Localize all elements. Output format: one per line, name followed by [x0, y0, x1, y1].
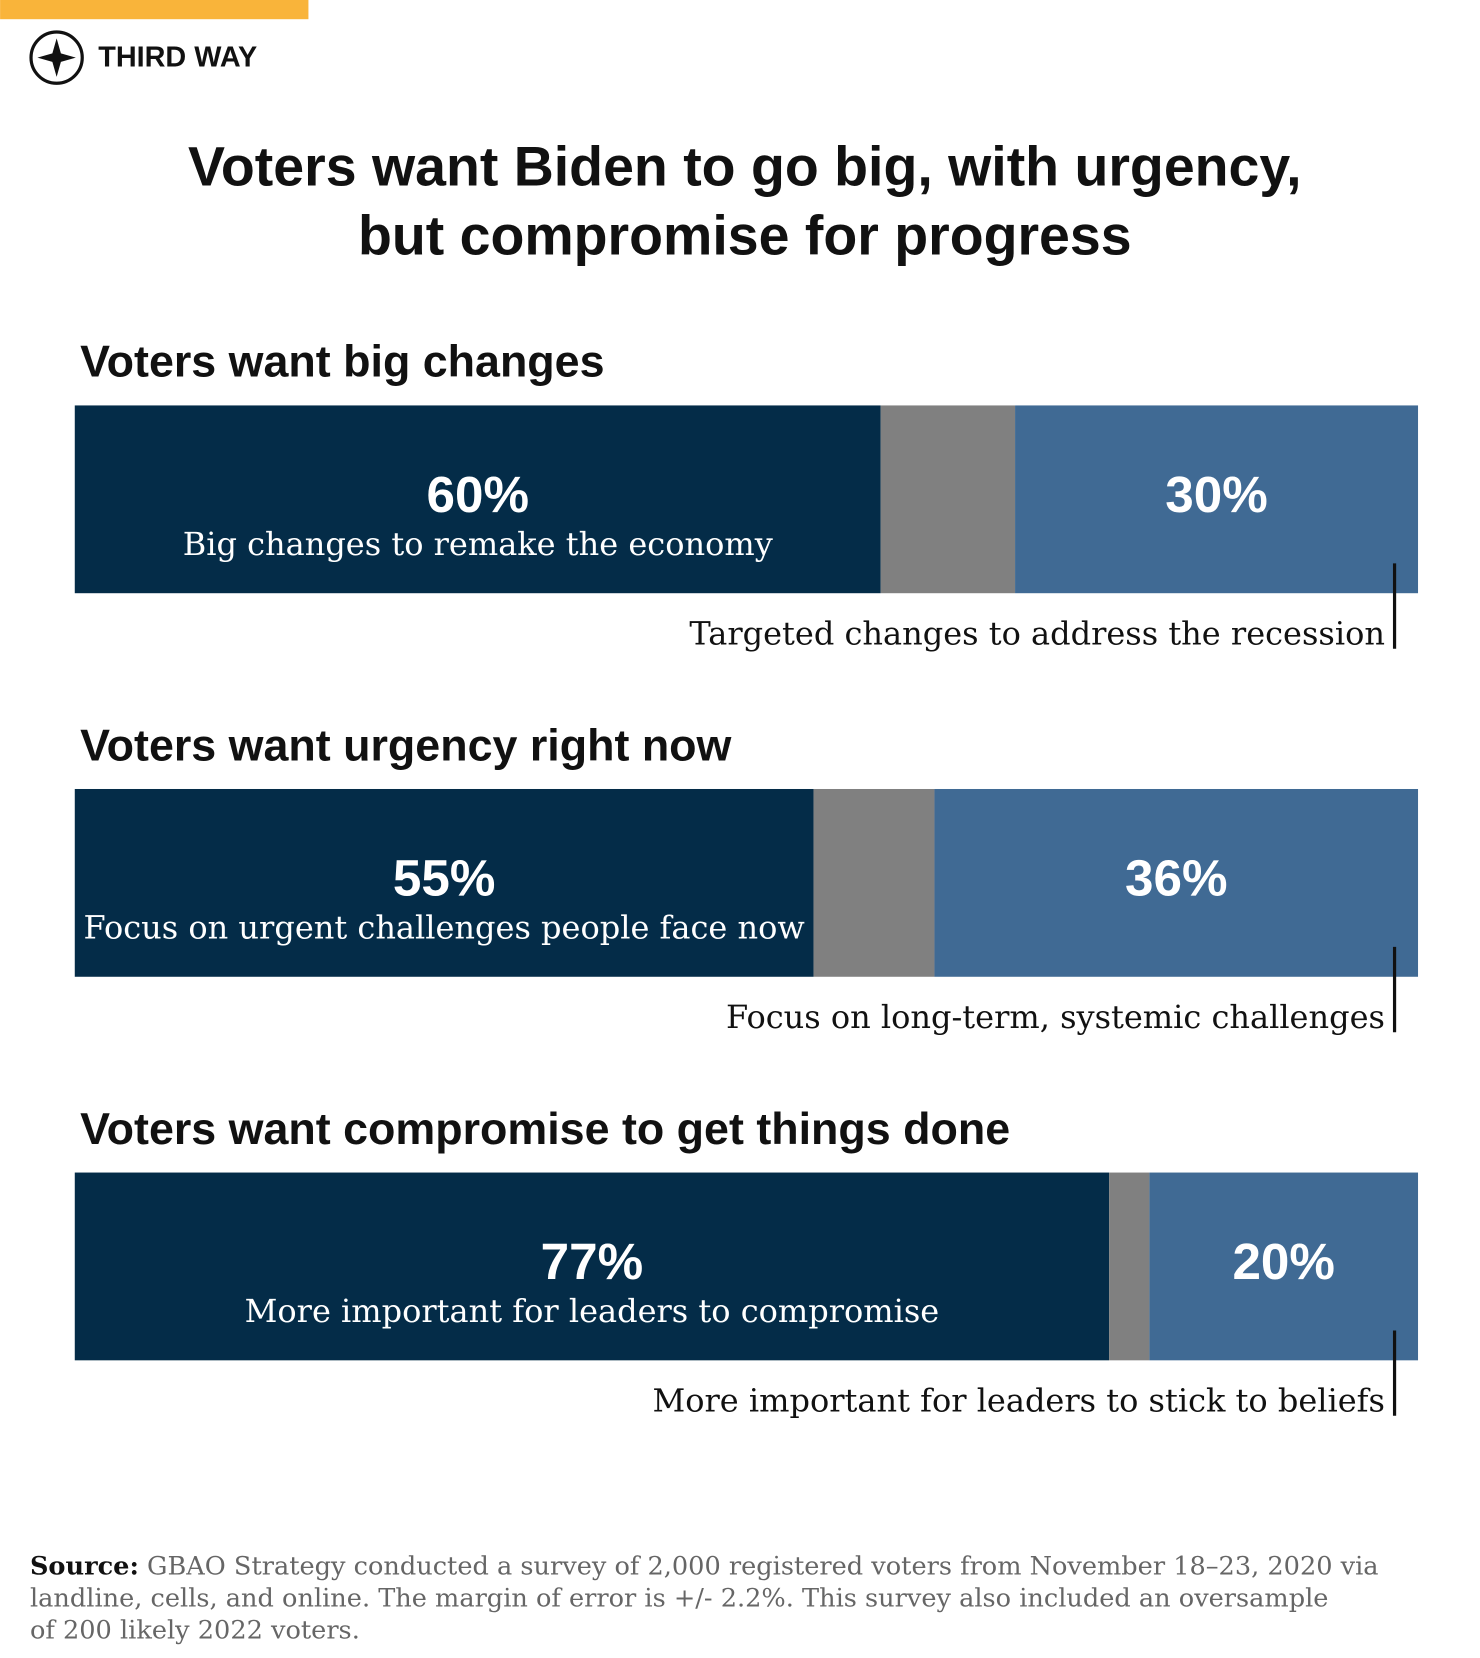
bar-segment [74, 1172, 1110, 1361]
main-title: but compromise for progress [358, 205, 1132, 267]
segment-label: Targeted changes to address the recessio… [689, 614, 1385, 652]
brand: THIRD WAY [98, 41, 257, 73]
bar-segment [1015, 405, 1419, 594]
main-title: Voters want Biden to go big, with urgenc… [188, 135, 1302, 197]
segment-label: Big changes to remake the economy [183, 525, 773, 563]
source-line: landline, cells, and online. The margin … [30, 1583, 1328, 1613]
source-label: Source: [30, 1551, 139, 1581]
bar-segment [1149, 1172, 1419, 1361]
source-line: GBAO Strategy conducted a survey of 2,00… [147, 1551, 1379, 1581]
segment-label: More important for leaders to compromise [245, 1292, 940, 1330]
panel-title: Voters want big changes [80, 337, 604, 387]
value-label: 36% [1125, 849, 1227, 906]
bar-segment [74, 405, 881, 594]
bar-segment [813, 788, 935, 977]
bar-segment [934, 788, 1419, 977]
value-label: 77% [541, 1233, 643, 1290]
accent-bar [0, 0, 309, 20]
segment-label: Focus on long-term, systemic challenges [726, 998, 1385, 1036]
segment-label: Focus on urgent challenges people face n… [84, 908, 805, 946]
segment-label: More important for leaders to stick to b… [652, 1382, 1384, 1420]
panel-title: Voters want compromise to get things don… [80, 1104, 1010, 1154]
value-label: 20% [1232, 1233, 1334, 1290]
logo [29, 30, 84, 85]
source: Source: GBAO Strategy conducted a survey… [30, 1551, 1379, 1581]
value-label: 55% [393, 849, 495, 906]
source-line: of 200 likely 2022 voters. [30, 1615, 360, 1645]
bar-segment [880, 405, 1016, 594]
panel-title: Voters want urgency right now [80, 720, 731, 770]
bar-segment [1109, 1172, 1150, 1361]
value-label: 30% [1165, 466, 1267, 523]
value-label: 60% [427, 466, 529, 523]
bar-segment [74, 788, 814, 977]
